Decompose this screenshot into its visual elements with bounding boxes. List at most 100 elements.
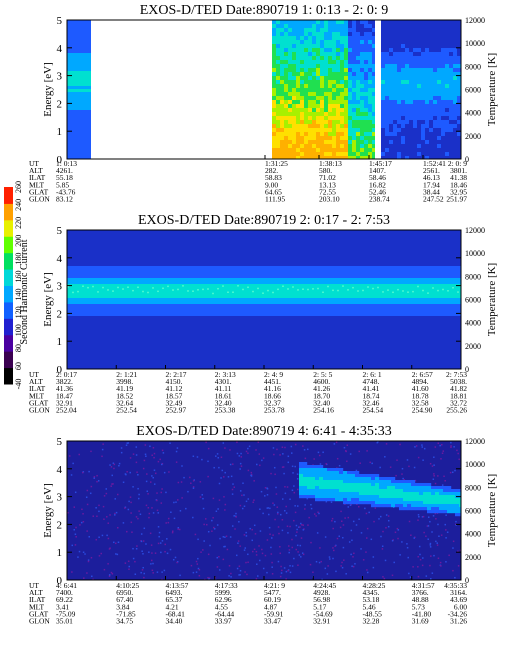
info-cell: 254.16 bbox=[313, 406, 334, 415]
info-cell: 7400. bbox=[56, 588, 73, 597]
info-cell: 32.40 bbox=[313, 398, 330, 407]
panel-1: EXOS-D/TED Date:890719 1: 0:13 - 2: 0: 9… bbox=[29, 3, 498, 204]
colorbar-swatch bbox=[4, 367, 13, 385]
panel-title: EXOS-D/TED Date:890719 1: 0:13 - 2: 0: 9 bbox=[140, 3, 388, 18]
info-cell: 2: 6:57 bbox=[412, 370, 433, 379]
info-cell: 32.95 bbox=[450, 187, 467, 196]
y2-axis-label: Temperature [K] bbox=[486, 263, 498, 336]
info-cell: 31.26 bbox=[450, 617, 467, 626]
info-cell: 4928. bbox=[313, 588, 330, 597]
colorbar-tick-label: 120 bbox=[14, 306, 23, 318]
y-tick-label: 5 bbox=[57, 225, 63, 237]
info-cell: 33.47 bbox=[264, 617, 281, 626]
info-cell: 4:13:57 bbox=[166, 581, 189, 590]
info-cell: 32.72 bbox=[450, 398, 467, 407]
info-cell: 18.74 bbox=[363, 391, 380, 400]
info-cell: 4.55 bbox=[215, 602, 228, 611]
info-cell: 32.91 bbox=[56, 398, 73, 407]
info-cell: 238.74 bbox=[369, 195, 390, 204]
info-cell: 4:17:33 bbox=[215, 581, 238, 590]
y-tick-label: 2 bbox=[57, 98, 63, 110]
colorbar-tick-label: 80 bbox=[14, 344, 23, 352]
info-cell: 2: 7:53 bbox=[446, 370, 467, 379]
info-cell: 71.02 bbox=[319, 173, 336, 182]
info-cell: 1:52:41 bbox=[423, 159, 446, 168]
info-cell: 3164. bbox=[450, 588, 467, 597]
info-cell: 2: 6: 1 bbox=[363, 370, 382, 379]
info-cell: 62.96 bbox=[215, 595, 232, 604]
y-tick-label: 4 bbox=[57, 253, 63, 265]
info-cell: 46.13 bbox=[423, 173, 440, 182]
colorbar-tick-label: 220 bbox=[14, 217, 23, 229]
y2-tick-label: 10000 bbox=[465, 39, 485, 48]
info-cell: 65.37 bbox=[166, 595, 183, 604]
info-cell: 18.61 bbox=[215, 391, 232, 400]
y2-tick-label: 6000 bbox=[465, 507, 481, 516]
info-cell: 4:28:25 bbox=[363, 581, 386, 590]
info-cell: 2: 0:17 bbox=[56, 370, 77, 379]
info-cell: 67.40 bbox=[116, 595, 133, 604]
info-row-label: MLT bbox=[29, 391, 45, 400]
colorbar-swatch bbox=[4, 301, 13, 319]
colorbar-swatches bbox=[4, 187, 13, 385]
y-tick-label: 0 bbox=[57, 575, 63, 587]
info-cell: 3998. bbox=[116, 377, 133, 386]
info-cell: 38.44 bbox=[423, 187, 440, 196]
colorbar-tick-label: 160 bbox=[14, 271, 23, 283]
y-tick-label: 1 bbox=[57, 336, 63, 348]
colorbar-tick-label: 60 bbox=[14, 362, 23, 370]
y-tick-label: 2 bbox=[57, 308, 63, 320]
info-cell: 5.73 bbox=[412, 602, 425, 611]
y2-axis-label: Temperature [K] bbox=[486, 53, 498, 126]
info-row-label: GLAT bbox=[29, 609, 49, 618]
info-cell: 58.46 bbox=[369, 173, 386, 182]
colorbar-swatch bbox=[4, 203, 13, 221]
info-cell: 18.57 bbox=[166, 391, 183, 400]
y2-axis-label: Temperature [K] bbox=[486, 474, 498, 547]
info-row-label: GLON bbox=[29, 617, 50, 626]
info-row-label: ILAT bbox=[29, 384, 46, 393]
info-cell: 41.11 bbox=[215, 384, 232, 393]
info-row-label: MLT bbox=[29, 180, 45, 189]
info-cell: 72.55 bbox=[319, 187, 336, 196]
info-row-label: ALT bbox=[29, 166, 43, 175]
colorbar-swatch bbox=[4, 236, 13, 254]
colorbar-swatch bbox=[4, 318, 13, 336]
y2-tick-label: 0 bbox=[465, 365, 469, 374]
y-axis-label: Energy [eV] bbox=[42, 62, 54, 116]
info-cell: -75.09 bbox=[56, 609, 76, 618]
colorbar-tick-labels: -40 60 80 100 120 140 160 180 200 220 240 260 bbox=[14, 181, 23, 389]
y2-tick-label: 8000 bbox=[465, 62, 481, 71]
spectrogram-image bbox=[67, 441, 461, 580]
info-cell: 33.97 bbox=[215, 617, 232, 626]
colorbar-swatch bbox=[4, 219, 13, 237]
colorbar-tick-label: 180 bbox=[14, 253, 23, 265]
info-cell: 41.36 bbox=[56, 384, 73, 393]
colorbar-swatch bbox=[4, 252, 13, 270]
info-cell: 4451. bbox=[264, 377, 281, 386]
y2-tick-label: 10000 bbox=[465, 460, 485, 469]
y2-tick-label: 12000 bbox=[465, 16, 485, 25]
info-cell: 56.98 bbox=[313, 595, 330, 604]
plot-frame bbox=[66, 19, 462, 160]
y2-tick-label: 10000 bbox=[465, 249, 485, 258]
info-cell: 4:21: 9 bbox=[264, 581, 285, 590]
y-tick-label: 2 bbox=[57, 519, 63, 531]
info-cell: 3801. bbox=[450, 166, 467, 175]
info-cell: 3.84 bbox=[116, 602, 129, 611]
info-cell: 3.41 bbox=[56, 602, 69, 611]
info-cell: 18.81 bbox=[450, 391, 467, 400]
info-row-label: GLON bbox=[29, 195, 50, 204]
info-cell: 18.66 bbox=[264, 391, 281, 400]
info-cell: 2: 4: 9 bbox=[264, 370, 283, 379]
info-cell: 5999. bbox=[215, 588, 232, 597]
info-row-label: GLAT bbox=[29, 187, 49, 196]
panel-title: EXOS-D/TED Date:890719 2: 0:17 - 2: 7:53 bbox=[138, 213, 390, 228]
y-tick-label: 0 bbox=[57, 364, 63, 376]
info-row-label: MLT bbox=[29, 602, 45, 611]
info-cell: 55.18 bbox=[56, 173, 73, 182]
info-cell: 4301. bbox=[215, 377, 232, 386]
info-cell: 32.28 bbox=[363, 617, 380, 626]
y2-tick-label: 2000 bbox=[465, 553, 481, 562]
